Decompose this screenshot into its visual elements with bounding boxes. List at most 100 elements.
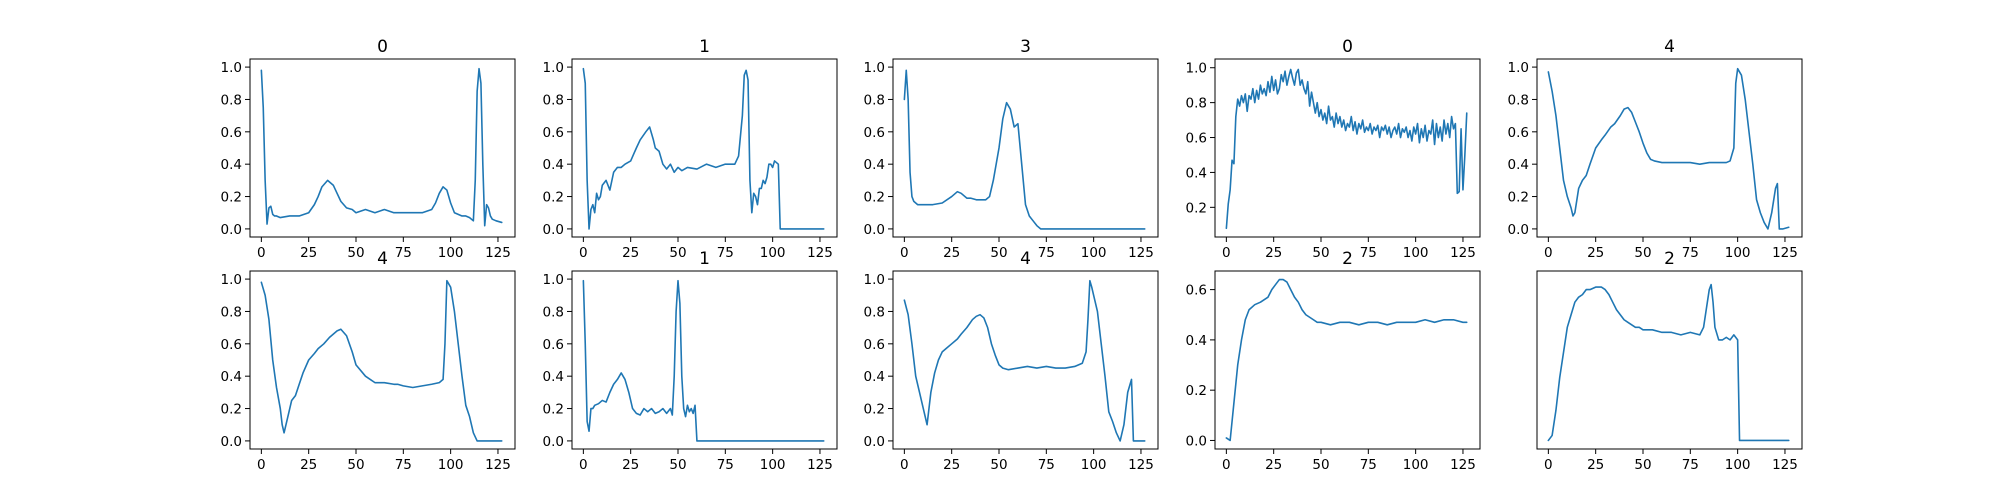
x-tick-label: 25 (1587, 457, 1604, 473)
axes-frame (1536, 270, 1803, 450)
y-tick-label: 0.4 (1186, 165, 1207, 181)
y-tick-label: 0.8 (1186, 96, 1207, 112)
x-tick-label: 50 (990, 245, 1007, 261)
x-tick-label: 125 (485, 457, 511, 473)
x-tick-label: 25 (300, 245, 317, 261)
y-tick-label: 0.6 (1508, 125, 1529, 141)
x-tick-label: 0 (579, 245, 588, 261)
y-tick-label: 0.4 (221, 369, 242, 385)
x-tick-label: 75 (1038, 245, 1055, 261)
subplot-title: 0 (1342, 37, 1353, 57)
x-tick-label: 25 (622, 245, 639, 261)
axes-frame (249, 270, 516, 450)
y-tick-label: 0.8 (1508, 92, 1529, 108)
x-tick-label: 125 (1772, 457, 1798, 473)
y-tick-label: 0.6 (221, 337, 242, 353)
y-tick-label: 1.0 (864, 272, 885, 288)
x-tick-label: 100 (1081, 457, 1107, 473)
x-tick-label: 50 (347, 457, 364, 473)
y-tick-label: 0.6 (221, 125, 242, 141)
x-tick-label: 25 (1587, 245, 1604, 261)
subplot-title: 4 (1020, 249, 1031, 269)
subplot-7: 1 0 25 50 75 100 125 0.0 0.2 0.4 0.6 0.8 1.0 (543, 249, 838, 473)
x-tick-label: 75 (717, 457, 734, 473)
y-tick-label: 0.8 (864, 92, 885, 108)
x-tick-label: 125 (1450, 245, 1476, 261)
y-tick-label: 0.2 (1186, 200, 1207, 216)
y-tick-label: 0.0 (221, 434, 242, 450)
x-tick-label: 100 (1725, 245, 1751, 261)
y-tick-label: 0.2 (543, 402, 564, 418)
x-tick-label: 25 (622, 457, 639, 473)
subplot-9: 2 0 25 50 75 100 125 0.0 0.2 0.4 0.6 (1186, 249, 1481, 473)
series-line (903, 279, 1146, 442)
x-tick-label: 0 (257, 245, 266, 261)
y-tick-label: 1.0 (221, 60, 242, 76)
x-tick-label: 0 (1222, 457, 1231, 473)
x-tick-label: 75 (1360, 457, 1377, 473)
x-tick-label: 25 (1265, 457, 1282, 473)
x-tick-label: 100 (1403, 245, 1429, 261)
subplot-1: 0 0 25 50 75 100 125 0.0 0.2 0.4 0.6 0.8 1.0 (221, 37, 516, 261)
y-tick-label: 0.4 (543, 369, 564, 385)
series-line (903, 69, 1146, 230)
x-tick-label: 125 (807, 457, 833, 473)
y-tick-label: 0.4 (543, 157, 564, 173)
x-tick-label: 50 (669, 457, 686, 473)
x-tick-label: 125 (807, 245, 833, 261)
y-tick-label: 0.6 (864, 337, 885, 353)
y-tick-label: 0.2 (1508, 190, 1529, 206)
series-line (1225, 278, 1468, 442)
series-line (1225, 68, 1468, 230)
x-tick-label: 75 (1682, 245, 1699, 261)
y-tick-label: 1.0 (221, 272, 242, 288)
series-line (582, 67, 825, 230)
x-tick-label: 125 (1450, 457, 1476, 473)
x-tick-label: 0 (1222, 245, 1231, 261)
x-tick-label: 75 (717, 245, 734, 261)
y-tick-label: 1.0 (543, 60, 564, 76)
series-line (1547, 283, 1790, 442)
x-tick-label: 100 (760, 245, 786, 261)
subplot-title: 3 (1020, 37, 1031, 57)
x-tick-label: 125 (485, 245, 511, 261)
y-tick-label: 0.0 (1186, 433, 1207, 449)
subplot-title: 1 (699, 249, 710, 269)
y-tick-label: 0.8 (543, 304, 564, 320)
x-tick-label: 100 (1725, 457, 1751, 473)
y-tick-label: 0.8 (864, 304, 885, 320)
axes-frame (892, 58, 1159, 238)
x-tick-label: 25 (943, 245, 960, 261)
y-tick-label: 0.6 (864, 125, 885, 141)
y-tick-label: 0.4 (1186, 333, 1207, 349)
y-tick-label: 0.2 (1186, 383, 1207, 399)
x-tick-label: 0 (900, 245, 909, 261)
y-tick-label: 0.6 (543, 125, 564, 141)
y-tick-label: 0.6 (1186, 131, 1207, 147)
subplot-4: 0 0 25 50 75 100 125 0.2 0.4 0.6 0.8 1.0 (1186, 37, 1481, 261)
x-tick-label: 125 (1128, 457, 1154, 473)
y-tick-label: 1.0 (864, 60, 885, 76)
x-tick-label: 0 (1544, 245, 1553, 261)
x-tick-label: 50 (1634, 245, 1651, 261)
y-tick-label: 0.8 (221, 304, 242, 320)
y-tick-label: 0.0 (221, 222, 242, 238)
y-tick-label: 0.2 (221, 190, 242, 206)
series-line (582, 279, 825, 442)
y-tick-label: 0.4 (864, 157, 885, 173)
x-tick-label: 25 (943, 457, 960, 473)
series-line (1547, 67, 1790, 230)
axes-frame (892, 270, 1159, 450)
x-tick-label: 50 (990, 457, 1007, 473)
x-tick-label: 0 (257, 457, 266, 473)
y-tick-label: 0.2 (221, 402, 242, 418)
series-line (260, 279, 503, 442)
axes-frame (571, 58, 838, 238)
series-line (260, 67, 503, 227)
x-tick-label: 25 (300, 457, 317, 473)
subplot-8: 4 0 25 50 75 100 125 0.0 0.2 0.4 0.6 0.8 1.0 (864, 249, 1159, 473)
x-tick-label: 0 (900, 457, 909, 473)
y-tick-label: 0.2 (543, 190, 564, 206)
x-tick-label: 50 (669, 245, 686, 261)
